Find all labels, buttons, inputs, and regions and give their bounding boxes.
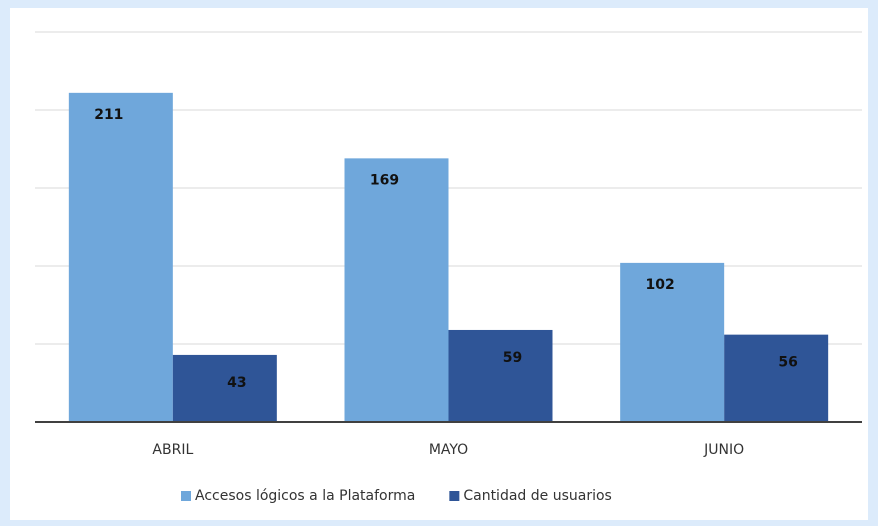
bar (68, 92, 173, 422)
legend-swatch (449, 491, 460, 501)
bar (172, 354, 277, 422)
bar (448, 329, 553, 422)
data-label: 211 (94, 107, 123, 123)
legend-label: Cantidad de usuarios (463, 488, 611, 504)
data-label: 56 (778, 355, 797, 371)
bar (344, 158, 449, 423)
bar (724, 334, 829, 422)
data-label: 169 (370, 172, 399, 188)
data-label: 59 (503, 350, 522, 366)
x-tick-label: JUNIO (703, 442, 744, 458)
x-tick-label: MAYO (429, 442, 468, 458)
x-tick-label: ABRIL (152, 442, 193, 458)
data-label: 102 (646, 277, 675, 293)
legend-label: Accesos lógicos a la Plataforma (195, 488, 415, 504)
data-label: 43 (227, 375, 246, 391)
legend-swatch (181, 491, 191, 501)
bar (620, 262, 725, 422)
